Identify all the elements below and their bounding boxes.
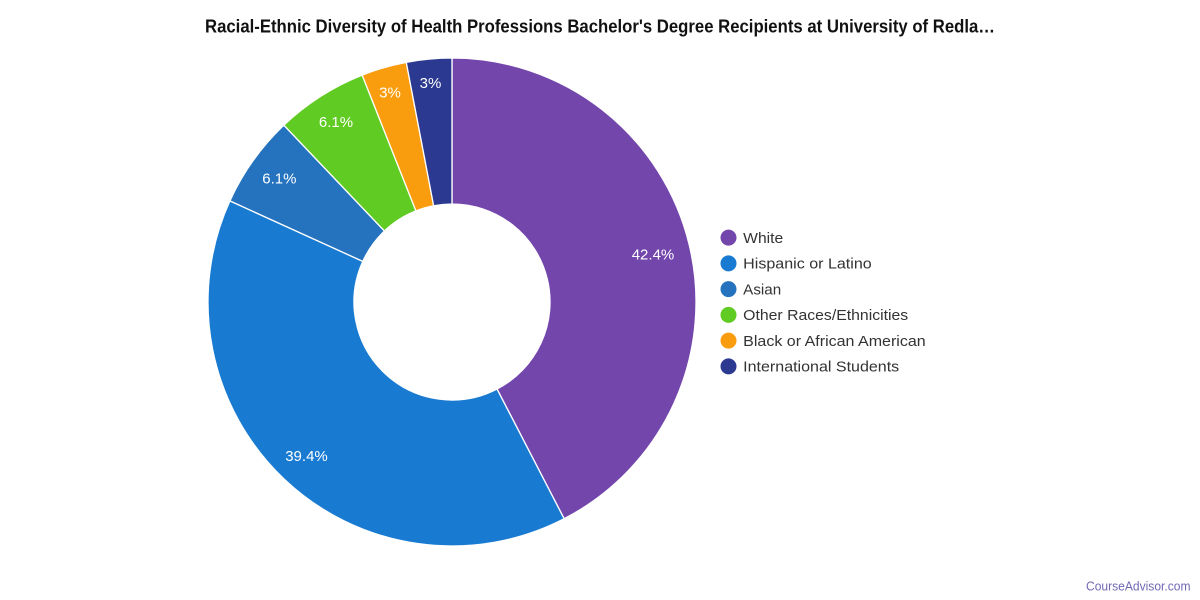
svg-text:CourseAdvisor.com: CourseAdvisor.com	[1086, 579, 1191, 594]
svg-text:Racial-Ethnic Diversity of Hea: Racial-Ethnic Diversity of Health Profes…	[205, 16, 995, 37]
svg-text:42.4%: 42.4%	[632, 246, 675, 263]
svg-text:6.1%: 6.1%	[319, 114, 353, 131]
svg-text:Hispanic or Latino: Hispanic or Latino	[743, 256, 872, 273]
svg-text:Other Races/Ethnicities: Other Races/Ethnicities	[743, 307, 908, 324]
svg-text:3%: 3%	[379, 85, 401, 102]
svg-text:White: White	[743, 230, 783, 247]
svg-text:International Students: International Students	[743, 359, 899, 376]
svg-text:6.1%: 6.1%	[262, 171, 296, 188]
svg-text:39.4%: 39.4%	[285, 448, 328, 465]
svg-text:3%: 3%	[420, 75, 442, 92]
svg-text:Asian: Asian	[743, 281, 781, 298]
svg-text:Black or African American: Black or African American	[743, 333, 926, 350]
